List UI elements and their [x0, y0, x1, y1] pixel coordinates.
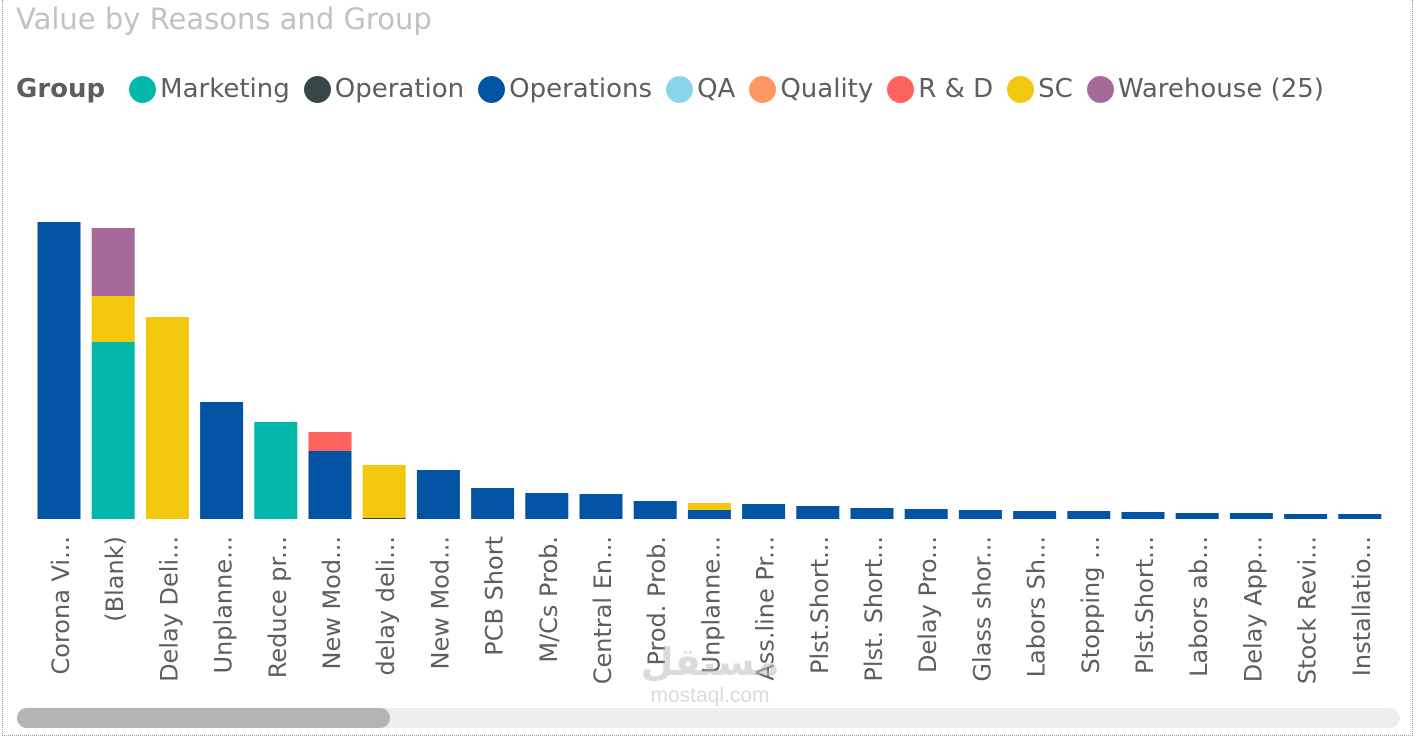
- legend: Group Marketing Operation Operations QA Qual…: [16, 70, 1338, 108]
- legend-item-operations[interactable]: Operations: [478, 74, 652, 104]
- bar-chart: Corona Vi... (Blank) Delay Deli... Unplanne…: [37, 222, 1382, 684]
- x-tick-label: New Mod...: [318, 536, 346, 670]
- x-tick-label: Delay Deli...: [155, 536, 183, 682]
- scrollbar-thumb[interactable]: [17, 708, 391, 728]
- bar-segment-operations[interactable]: [37, 222, 81, 519]
- legend-item-warehouse[interactable]: Warehouse (25): [1086, 74, 1324, 104]
- x-tick-label: Unplanne...: [210, 536, 238, 673]
- x-tick-label: Delay App...: [1239, 536, 1267, 682]
- legend-color-dot: [887, 75, 915, 103]
- legend-item-sc[interactable]: SC: [1007, 74, 1073, 104]
- bar-segment-operations[interactable]: [958, 510, 1002, 519]
- bar-segment-operations[interactable]: [1338, 514, 1382, 519]
- legend-label: SC: [1038, 74, 1073, 104]
- legend-color-dot: [478, 75, 506, 103]
- legend-label: Quality: [780, 74, 874, 104]
- x-tick-label: delay deli...: [372, 536, 400, 675]
- legend-label: Marketing: [160, 74, 290, 104]
- bar-segment-sc[interactable]: [687, 503, 731, 510]
- x-tick-label: Delay Pro...: [914, 536, 942, 673]
- legend-item-quality[interactable]: Quality: [749, 74, 873, 104]
- bar-segment-sc[interactable]: [91, 296, 135, 342]
- x-tick-label: Stopping ...: [1077, 536, 1105, 673]
- x-tick-label: Corona Vi...: [47, 536, 75, 674]
- bar-segment-operations[interactable]: [904, 509, 948, 519]
- x-tick-label: Central En...: [589, 536, 617, 684]
- legend-item-operation[interactable]: Operation: [303, 74, 465, 104]
- bar-segment-operations[interactable]: [742, 504, 786, 519]
- legend-label: R & D: [918, 74, 994, 104]
- bar-segment-r-d[interactable]: [308, 432, 352, 451]
- x-tick-label: Ass.line Pr...: [752, 536, 780, 681]
- horizontal-scrollbar[interactable]: [17, 708, 1400, 728]
- bar-segment-operations[interactable]: [200, 402, 244, 519]
- bars-layer: [37, 222, 1382, 519]
- bar-segment-operations[interactable]: [579, 494, 623, 519]
- legend-label: Operation: [334, 74, 465, 104]
- bar-segment-operations[interactable]: [1121, 512, 1165, 519]
- legend-color-dot: [1007, 75, 1035, 103]
- legend-item-marketing[interactable]: Marketing: [129, 74, 290, 104]
- legend-label: Warehouse (25): [1117, 74, 1324, 104]
- bar-segment-operations[interactable]: [1175, 513, 1219, 519]
- bar-segment-operations[interactable]: [1229, 513, 1273, 519]
- chart-title: Value by Reasons and Group: [16, 2, 432, 36]
- bar-segment-sc[interactable]: [362, 465, 406, 518]
- x-tick-label: (Blank): [101, 536, 129, 622]
- x-tick-label: Plst. Short...: [860, 536, 888, 682]
- bar-segment-operations[interactable]: [1067, 511, 1111, 519]
- bar-segment-operations[interactable]: [796, 506, 840, 519]
- x-tick-label: Stock Revi...: [1294, 536, 1322, 684]
- x-tick-label: New Mod...: [426, 536, 454, 670]
- bar-segment-operations[interactable]: [525, 493, 569, 519]
- x-tick-label: Labors Sh...: [1023, 536, 1051, 677]
- legend-color-dot: [303, 75, 331, 103]
- bar-segment-operations[interactable]: [416, 470, 460, 519]
- bar-segment-operations[interactable]: [308, 451, 352, 519]
- legend-item-r-d[interactable]: R & D: [887, 74, 993, 104]
- legend-label: Operations: [509, 74, 653, 104]
- x-tick-label: Prod. Prob.: [643, 536, 671, 666]
- legend-title: Group: [16, 74, 106, 104]
- bar-segment-sc[interactable]: [145, 317, 189, 519]
- bar-segment-operations[interactable]: [1284, 514, 1328, 519]
- x-tick-label: Unplanne...: [697, 536, 725, 673]
- x-tick-label: Labors ab...: [1185, 536, 1213, 677]
- legend-item-qa[interactable]: QA: [666, 74, 735, 104]
- bar-segment-marketing[interactable]: [254, 422, 298, 519]
- x-tick-label: Plst.Short...: [1131, 536, 1159, 674]
- bar-segment-operations[interactable]: [633, 501, 677, 519]
- bar-segment-marketing[interactable]: [91, 342, 135, 519]
- bar-segment-operations[interactable]: [471, 488, 515, 519]
- x-tick-label: Glass shor...: [968, 536, 996, 682]
- bar-segment-operation[interactable]: [362, 518, 406, 519]
- x-tick-label: Reduce pr...: [264, 536, 292, 678]
- legend-color-dot: [749, 75, 777, 103]
- legend-label: QA: [697, 74, 736, 104]
- legend-color-dot: [1086, 75, 1114, 103]
- x-tick-label: Installatio...: [1348, 536, 1376, 676]
- bar-segment-warehouse[interactable]: [91, 228, 135, 296]
- bar-segment-operations[interactable]: [850, 508, 894, 519]
- bar-segment-operations[interactable]: [1013, 511, 1057, 519]
- legend-color-dot: [666, 75, 694, 103]
- x-axis-tick-labels: Corona Vi... (Blank) Delay Deli... Unplanne…: [47, 536, 1376, 684]
- x-tick-label: Plst.Short...: [806, 536, 834, 674]
- x-tick-label: M/Cs Prob.: [535, 536, 563, 663]
- x-tick-label: PCB Short: [481, 536, 509, 656]
- legend-color-dot: [129, 75, 157, 103]
- bar-segment-operations[interactable]: [687, 510, 731, 519]
